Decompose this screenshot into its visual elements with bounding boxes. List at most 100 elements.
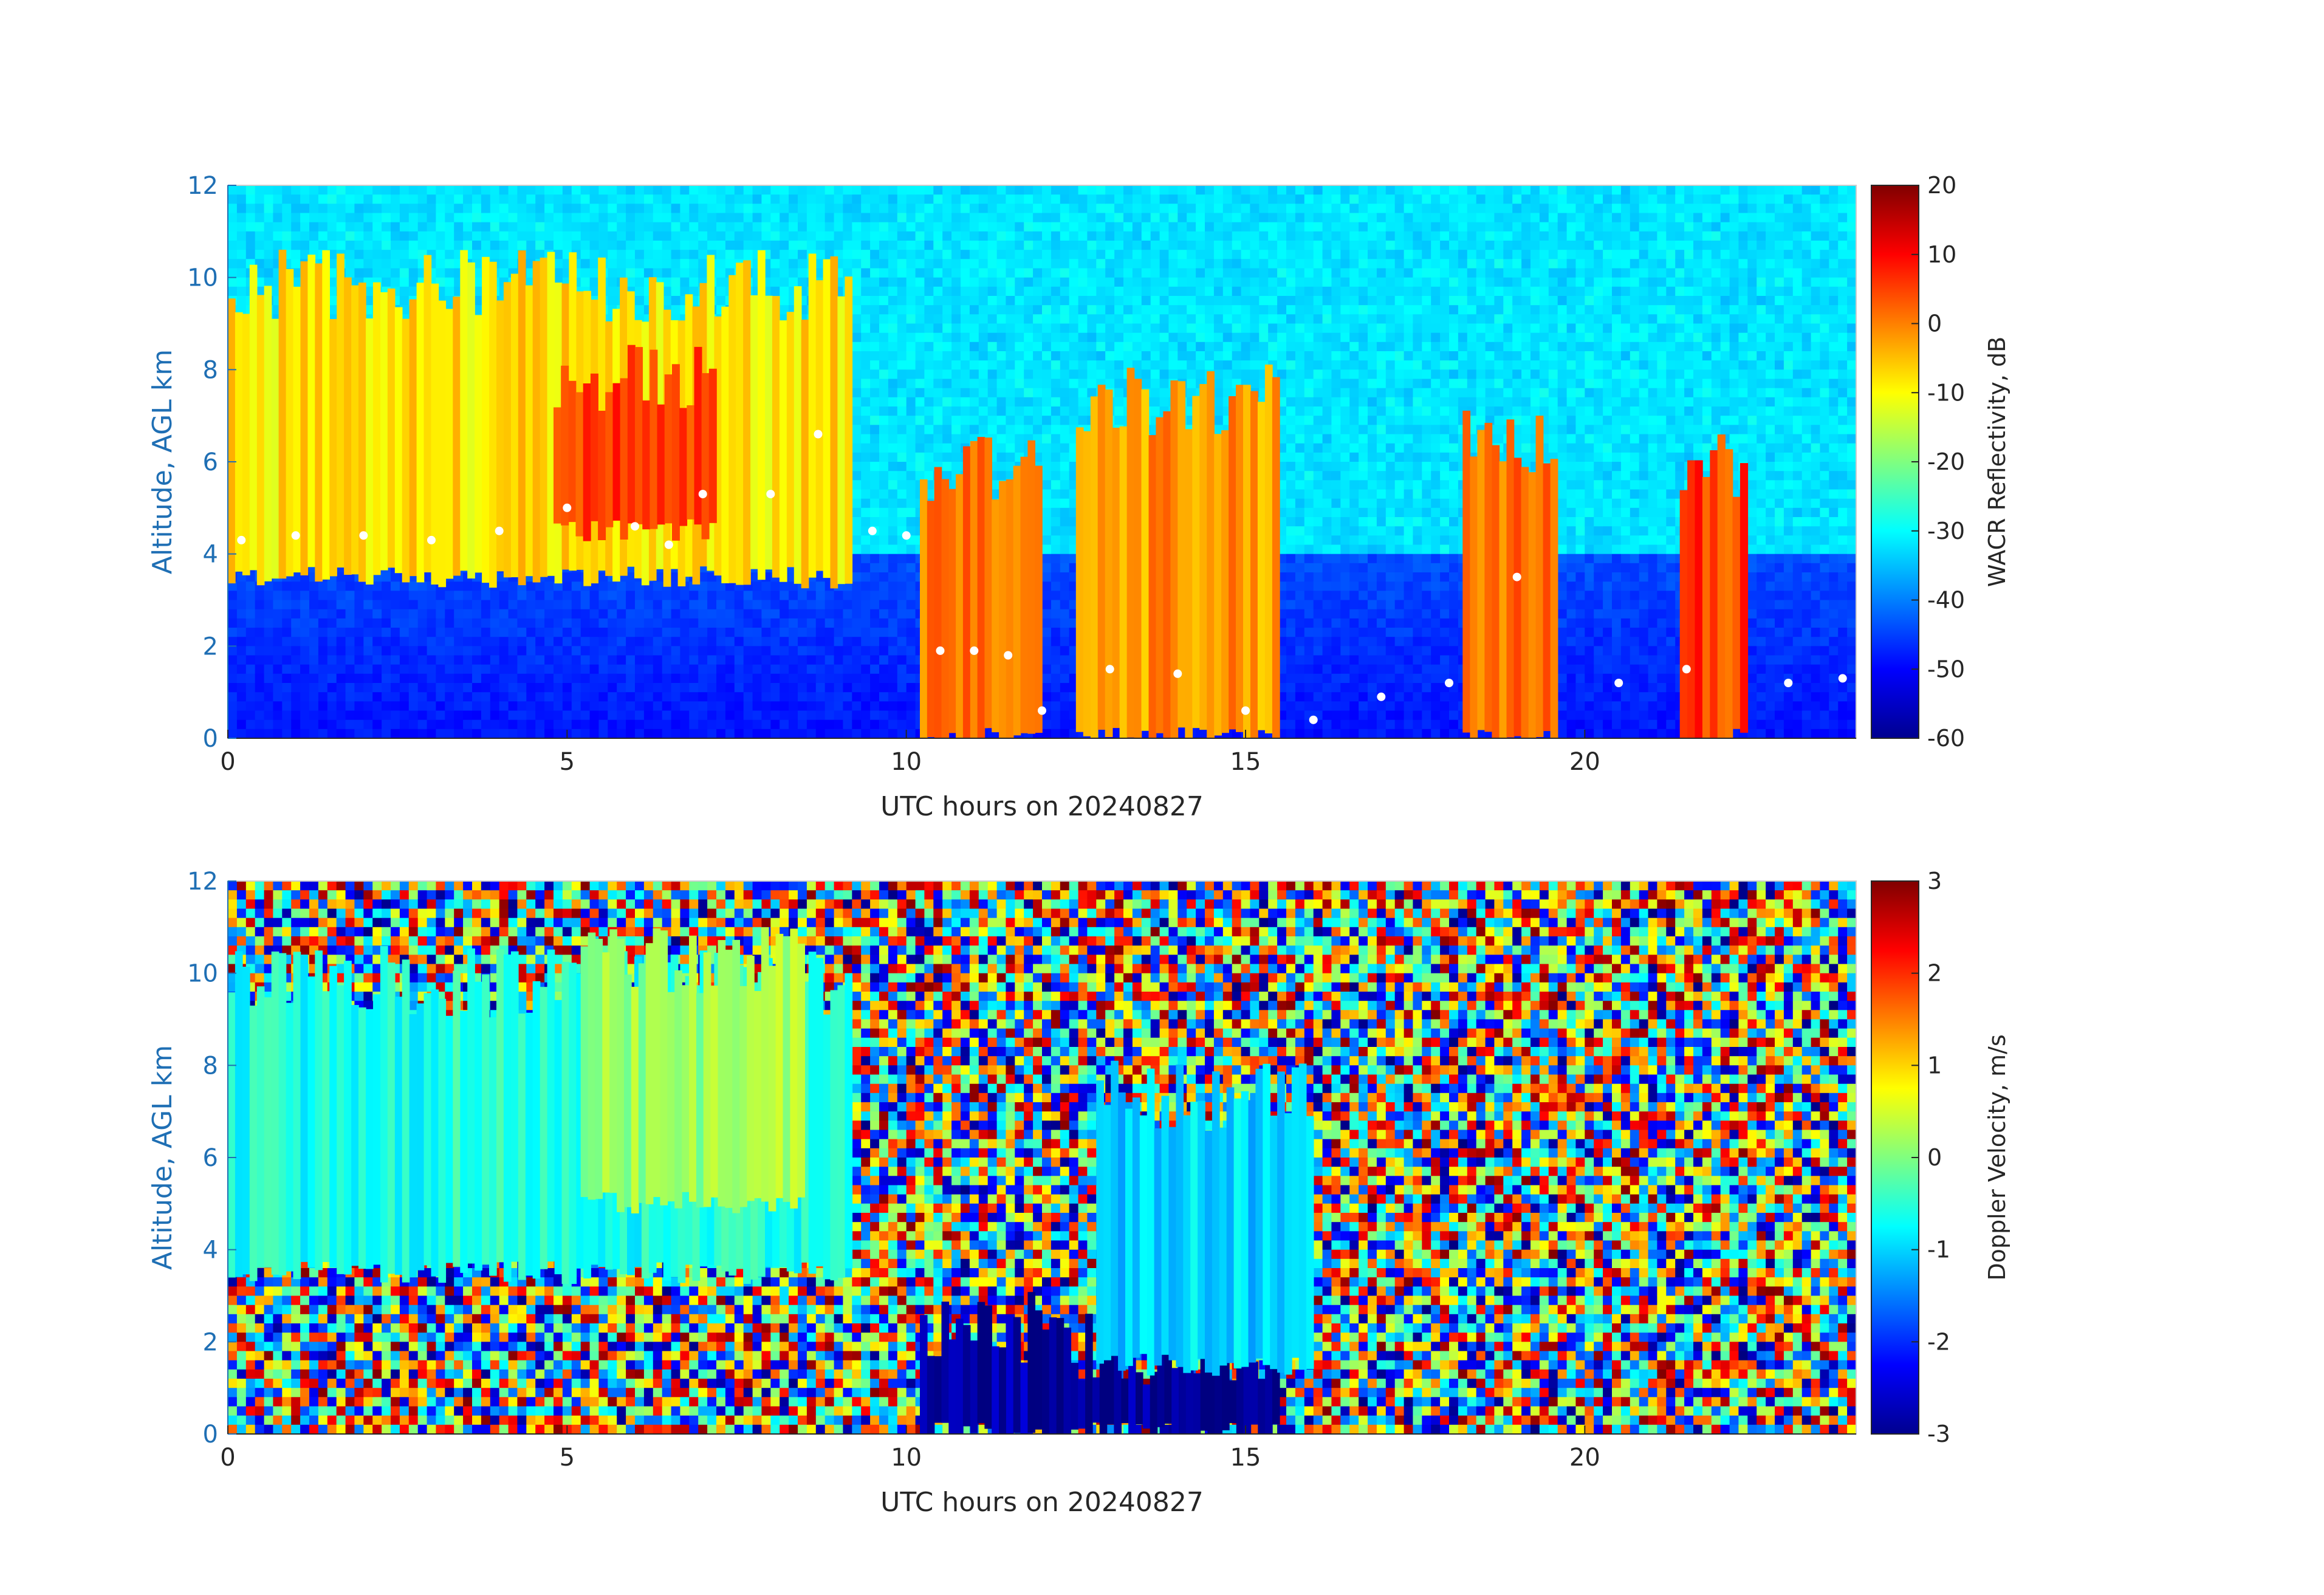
field-cell bbox=[924, 388, 934, 398]
field-cell bbox=[644, 701, 654, 711]
field-cell bbox=[273, 241, 283, 250]
field-cell bbox=[526, 656, 536, 665]
field-cell bbox=[951, 250, 961, 259]
field-cell bbox=[509, 665, 518, 674]
field-cell bbox=[825, 600, 835, 610]
field-cell bbox=[753, 222, 763, 232]
field-cell bbox=[907, 324, 916, 334]
field-cell bbox=[391, 232, 400, 241]
field-cell bbox=[418, 729, 428, 739]
field-cell bbox=[780, 185, 789, 195]
field-cell bbox=[626, 665, 636, 674]
field-cell bbox=[942, 351, 952, 361]
field-cell bbox=[590, 711, 600, 721]
field-cell bbox=[680, 591, 690, 600]
field-cell bbox=[454, 581, 464, 591]
field-cell bbox=[780, 269, 789, 278]
field-cell bbox=[789, 674, 798, 684]
field-cell bbox=[598, 222, 608, 232]
field-cell bbox=[363, 674, 373, 684]
field-cell bbox=[391, 581, 400, 591]
field-cell bbox=[979, 259, 989, 269]
field-cell bbox=[744, 711, 753, 721]
field-cell bbox=[563, 204, 572, 213]
field-cell bbox=[418, 581, 428, 591]
field-cell bbox=[544, 637, 554, 647]
field-cell bbox=[707, 619, 717, 628]
field-cell bbox=[363, 185, 373, 195]
field-cell bbox=[671, 185, 681, 195]
field-cell bbox=[372, 720, 382, 730]
field-cell bbox=[463, 619, 473, 628]
field-cell bbox=[680, 720, 690, 730]
field-cell bbox=[581, 194, 591, 204]
field-cell bbox=[870, 204, 880, 213]
field-cell bbox=[798, 250, 807, 259]
field-cell bbox=[318, 646, 328, 656]
field-cell bbox=[318, 674, 328, 684]
field-cell bbox=[951, 324, 961, 334]
field-cell bbox=[807, 222, 817, 232]
field-cell bbox=[544, 232, 554, 241]
field-cell bbox=[680, 278, 690, 287]
field-cell bbox=[354, 269, 364, 278]
field-cell bbox=[472, 232, 482, 241]
field-cell bbox=[635, 729, 645, 739]
field-cell bbox=[907, 572, 916, 582]
field-cell bbox=[635, 609, 645, 619]
field-cell bbox=[644, 232, 654, 241]
field-cell bbox=[481, 600, 491, 610]
field-cell bbox=[942, 241, 952, 250]
field-cell bbox=[409, 720, 419, 730]
field-cell bbox=[870, 517, 880, 527]
field-cell bbox=[852, 729, 862, 739]
field-cell bbox=[770, 692, 780, 702]
field-cell bbox=[780, 241, 789, 250]
field-cell bbox=[770, 269, 780, 278]
field-cell bbox=[942, 388, 952, 398]
field-cell bbox=[554, 269, 563, 278]
field-cell bbox=[735, 232, 744, 241]
field-cell bbox=[382, 194, 391, 204]
field-cell bbox=[897, 369, 907, 379]
field-cell bbox=[554, 213, 563, 223]
field-cell bbox=[590, 674, 600, 684]
field-cell bbox=[662, 646, 672, 656]
field-cell bbox=[834, 213, 844, 223]
field-cell bbox=[626, 581, 636, 591]
field-cell bbox=[598, 646, 608, 656]
field-cell bbox=[807, 628, 817, 637]
field-cell bbox=[354, 609, 364, 619]
field-cell bbox=[391, 194, 400, 204]
field-cell bbox=[598, 665, 608, 674]
field-cell bbox=[517, 600, 527, 610]
field-cell bbox=[445, 609, 454, 619]
field-cell bbox=[861, 720, 871, 730]
field-cell bbox=[961, 369, 970, 379]
field-cell bbox=[689, 269, 699, 278]
field-cell bbox=[509, 729, 518, 739]
field-cell bbox=[770, 720, 780, 730]
field-cell bbox=[418, 656, 428, 665]
field-cell bbox=[861, 591, 871, 600]
reflectivity-field bbox=[228, 185, 1857, 739]
field-cell bbox=[635, 720, 645, 730]
field-cell bbox=[246, 232, 256, 241]
field-cell bbox=[436, 213, 445, 223]
field-cell bbox=[879, 656, 889, 665]
field-cell bbox=[716, 204, 726, 213]
field-cell bbox=[888, 333, 898, 343]
field-cell bbox=[671, 656, 681, 665]
field-cell bbox=[409, 185, 419, 195]
field-cell bbox=[907, 453, 916, 462]
field-cell bbox=[689, 194, 699, 204]
field-cell bbox=[544, 656, 554, 665]
field-cell bbox=[698, 250, 708, 259]
field-cell bbox=[897, 600, 907, 610]
field-cell bbox=[291, 600, 301, 610]
field-cell bbox=[372, 711, 382, 721]
field-cell bbox=[770, 656, 780, 665]
field-cell bbox=[563, 637, 572, 647]
field-cell bbox=[354, 204, 364, 213]
field-cell bbox=[590, 600, 600, 610]
